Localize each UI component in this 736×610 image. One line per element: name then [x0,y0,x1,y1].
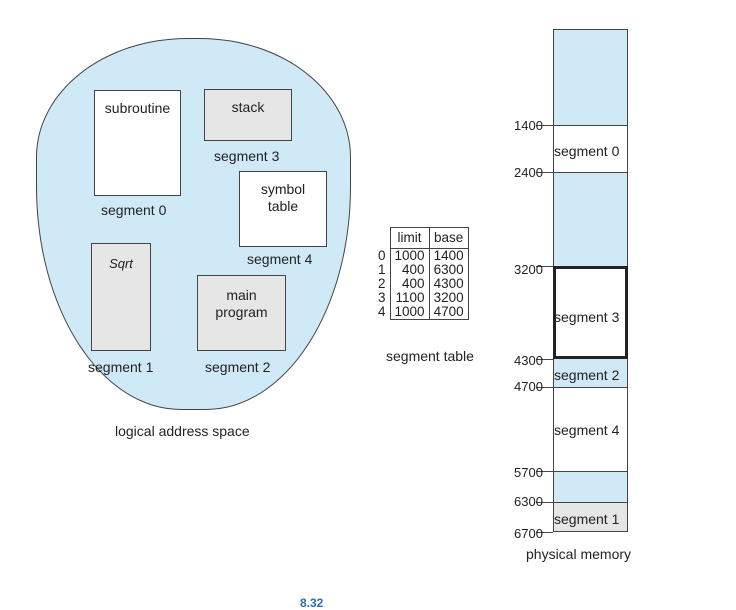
address-tick [536,532,553,533]
stack-label: stack [231,99,265,115]
row-index: 4 [378,304,386,320]
memory-segment-0-label: segment 0 [554,143,620,159]
segment-1-label: segment 1 [88,359,154,375]
memory-segment-3-label: segment 3 [554,309,620,325]
address-tick [536,502,553,503]
memory-segment-0 [553,125,628,172]
segment-3-label: segment 3 [214,148,280,164]
boundary-line [553,471,628,472]
sqrt-label: Sqrt [109,256,133,271]
segment-2-label: segment 2 [205,359,271,375]
base-cell: 4700 [429,305,469,320]
table-row: 3 1100 3200 [374,290,469,305]
address-label: 4300 [514,353,543,368]
segment-table: limit base 0 1000 1400 1 400 6300 2 400 … [374,227,469,320]
row-index: 1 [378,262,386,277]
address-label: 3200 [514,262,543,277]
address-tick [536,172,553,173]
free-block [553,172,628,266]
subroutine-box: subroutine [94,90,181,196]
base-cell: 4300 [429,277,469,291]
limit-cell: 1100 [389,291,430,305]
segment-4-label: segment 4 [247,251,313,267]
address-label: 5700 [514,465,543,480]
address-tick [536,387,553,388]
boundary-line [553,502,628,503]
logical-address-space-title: logical address space [115,423,250,439]
symbol-table-box: symbol table [239,171,327,247]
limit-cell: 1000 [389,305,430,320]
address-label: 4700 [514,379,543,394]
base-header: base [428,227,469,249]
address-tick [536,359,553,360]
limit-cell: 400 [389,277,430,291]
memory-segment-1 [553,502,628,532]
main-program-label-1: main [226,287,257,303]
address-label: 6300 [514,494,543,509]
memory-segment-1-label: segment 1 [554,511,620,527]
memory-segment-2 [553,359,628,387]
row-index: 2 [378,276,386,291]
address-tick [536,266,553,267]
table-row: 1 400 6300 [374,262,469,277]
limit-header: limit [389,227,430,249]
segment-table-caption: segment table [386,348,474,364]
memory-segment-3 [553,266,628,359]
table-row: 0 1000 1400 [374,247,469,263]
memory-segment-4-label: segment 4 [554,422,620,438]
memory-segment-4 [553,387,628,471]
address-label: 1400 [514,118,543,133]
free-block [553,471,628,502]
limit-cell: 400 [389,263,430,277]
segment-0-label: segment 0 [101,202,167,218]
limit-cell: 1000 [389,248,430,263]
main-program-label-2: program [215,304,268,320]
base-cell: 3200 [429,291,469,305]
page-number: 8.32 [300,596,324,610]
address-label: 6700 [514,526,543,541]
boundary-line [553,125,628,126]
symbol-table-label-1: symbol [260,181,306,197]
stack-box: stack [204,89,292,141]
sqrt-box: Sqrt [91,243,151,351]
address-tick [536,125,553,126]
table-row: 2 400 4300 [374,276,469,291]
physical-memory-title: physical memory [526,546,632,562]
memory-segment-2-label: segment 2 [554,367,620,383]
address-tick [536,471,553,472]
boundary-line [553,172,628,173]
main-program-box: main program [197,275,286,351]
address-label: 2400 [514,165,543,180]
free-block [553,29,628,125]
row-index: 0 [378,247,386,263]
row-index: 3 [378,290,386,305]
table-row: 4 1000 4700 [374,304,469,320]
base-cell: 6300 [429,263,469,277]
subroutine-label: subroutine [104,100,171,116]
base-cell: 1400 [429,248,469,263]
boundary-line [553,387,628,388]
symbol-table-label-2: table [267,198,299,214]
